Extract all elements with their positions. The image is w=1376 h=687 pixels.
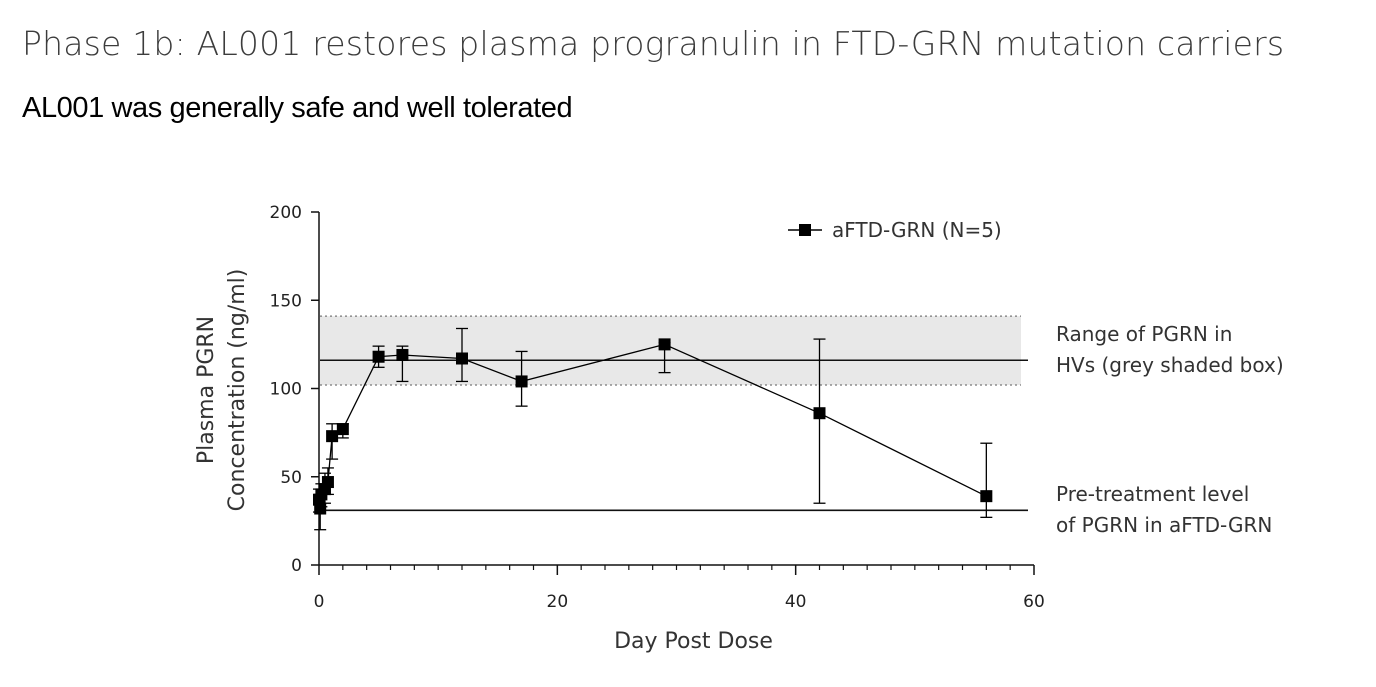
hv-range-band-layer [320, 315, 1021, 386]
y-tick-label-150: 150 [270, 291, 302, 311]
data-point-11 [658, 338, 671, 351]
pretreatment-label-line-2: of PGRN in aFTD-GRN [1056, 513, 1272, 537]
pretreatment-label-line-1: Pre-treatment level [1056, 482, 1249, 506]
hv-range-label-line-1: Range of PGRN in [1056, 322, 1232, 346]
hv-range-band [320, 316, 1021, 385]
data-point-12 [813, 407, 826, 420]
x-tick-label-60: 60 [1023, 592, 1045, 612]
data-point-4 [321, 476, 334, 489]
reference-lines-layer [320, 359, 1028, 512]
y-tick-label-100: 100 [270, 380, 302, 400]
series-layer [313, 327, 993, 531]
data-point-8 [396, 348, 409, 361]
hv-range-label-line-2: HVs (grey shaded box) [1056, 353, 1284, 377]
data-point-5 [326, 430, 339, 443]
data-point-9 [456, 352, 468, 365]
x-axis-title: Day Post Dose [614, 629, 773, 654]
y-tick-label-0: 0 [291, 556, 302, 576]
data-point-13 [980, 490, 993, 503]
x-tick-label-0: 0 [314, 592, 325, 612]
legend-label: aFTD-GRN (N=5) [832, 218, 1002, 242]
slide-title: Phase 1b: AL001 restores plasma progranu… [22, 24, 1285, 63]
data-point-1 [314, 502, 327, 515]
y-tick-label-50: 50 [280, 468, 302, 488]
y-axis-title-line-2: Concentration (ng/ml) [225, 269, 250, 512]
x-tick-label-40: 40 [785, 592, 807, 612]
data-point-7 [372, 350, 385, 363]
slide-subtitle: AL001 was generally safe and well tolera… [22, 92, 573, 124]
axes-layer: 0 50 100 150 200 0 20 40 60 [270, 203, 1045, 612]
y-tick-label-200: 200 [270, 203, 302, 223]
labels-layer: Range of PGRN in HVs (grey shaded box) Pre… [194, 218, 1284, 654]
legend-marker [799, 224, 811, 236]
data-point-10 [515, 375, 528, 388]
y-axis-title-line-1: Plasma PGRN [194, 316, 219, 464]
x-tick-label-20: 20 [547, 592, 569, 612]
data-point-6 [336, 423, 349, 436]
